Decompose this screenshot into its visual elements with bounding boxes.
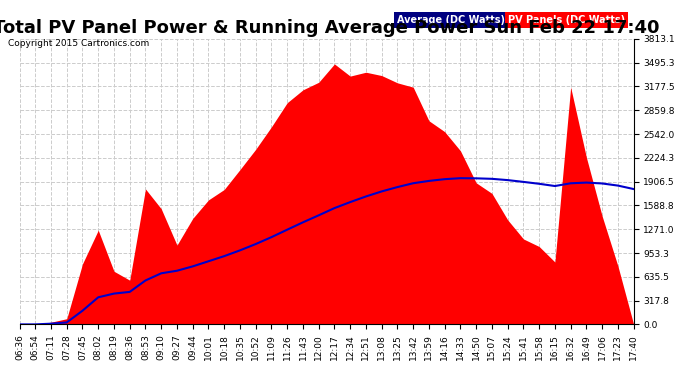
Text: Copyright 2015 Cartronics.com: Copyright 2015 Cartronics.com (8, 39, 150, 48)
Title: Total PV Panel Power & Running Average Power Sun Feb 22 17:40: Total PV Panel Power & Running Average P… (0, 20, 660, 38)
Text: Average (DC Watts): Average (DC Watts) (397, 15, 505, 25)
Text: PV Panels (DC Watts): PV Panels (DC Watts) (508, 15, 625, 25)
